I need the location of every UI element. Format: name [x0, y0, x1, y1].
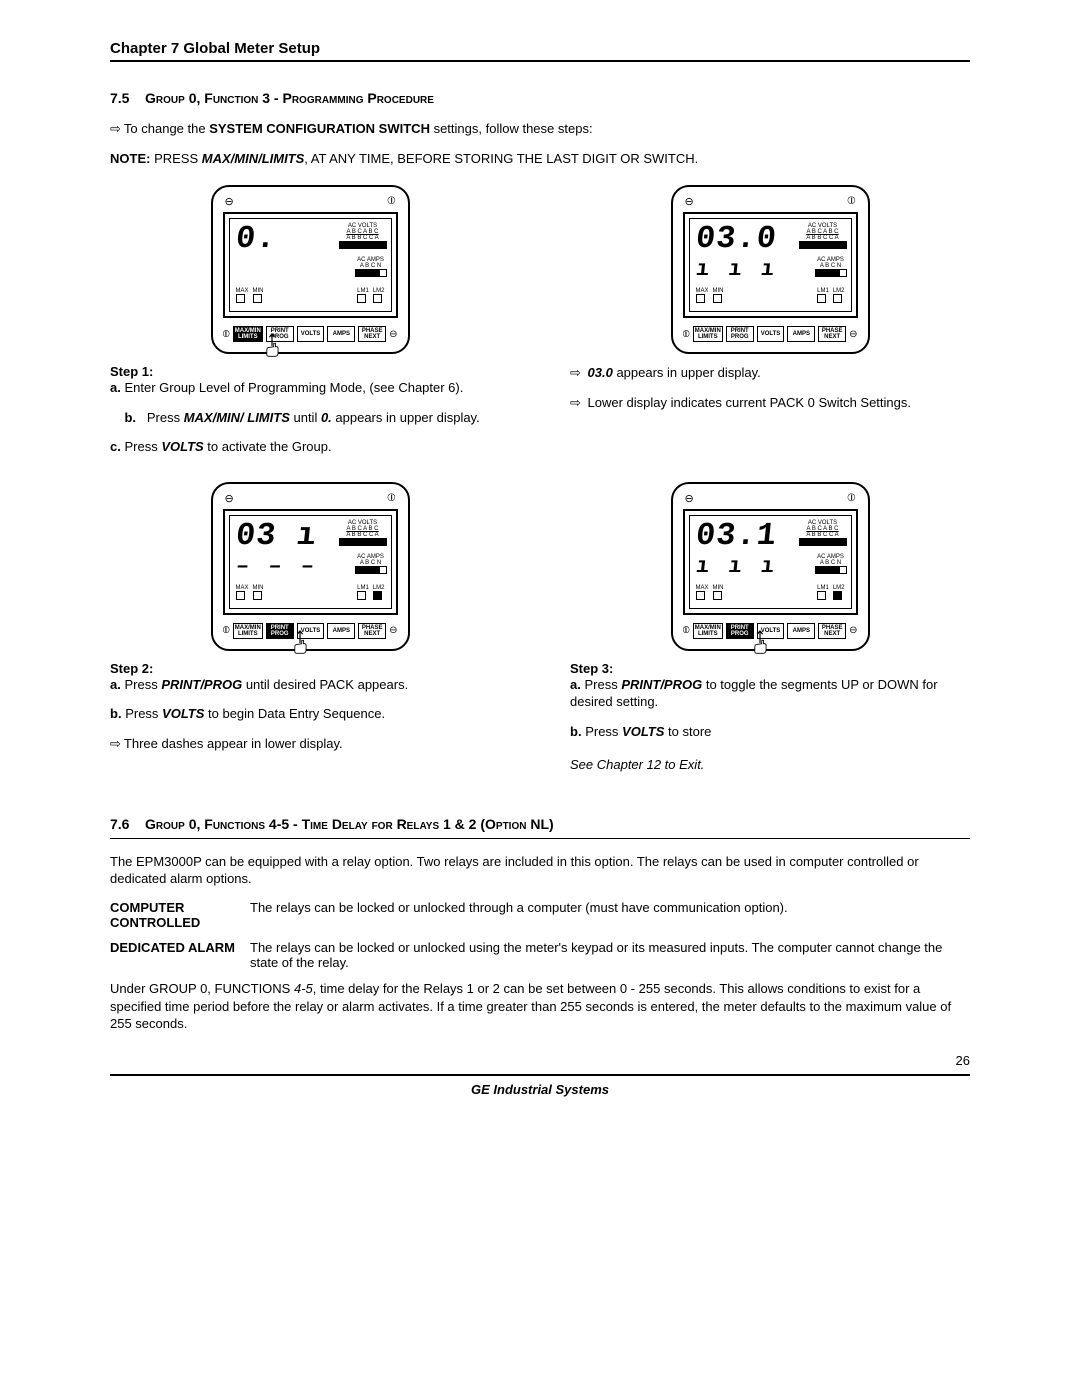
- screw-icon: ⦶: [683, 625, 690, 636]
- screw-icon: ⊖: [389, 329, 397, 340]
- screw-icon: ⦶: [388, 195, 396, 208]
- note-line: NOTE: PRESS MAX/MIN/LIMITS, AT ANY TIME,…: [110, 150, 970, 168]
- screw-icon: ⊖: [225, 195, 234, 208]
- print-prog-button[interactable]: PRINTPROG: [266, 623, 294, 639]
- step2-label: Step 2:: [110, 661, 510, 676]
- print-prog-button[interactable]: PRINTPROG: [726, 326, 754, 342]
- upper-display: 03.1: [694, 520, 778, 552]
- screw-icon: ⊖: [849, 329, 857, 340]
- amps-button[interactable]: AMPS: [787, 623, 815, 639]
- meter-mid-right: ⊖⦶ 03.1 AC VOLTS A B C A B C A B B C C A…: [570, 482, 970, 651]
- screw-icon: ⊖: [849, 625, 857, 636]
- amps-button[interactable]: AMPS: [787, 326, 815, 342]
- arrow-icon: [570, 395, 584, 410]
- print-prog-button[interactable]: PRINTPROG: [726, 623, 754, 639]
- screw-icon: ⦶: [223, 329, 230, 340]
- phase-next-button[interactable]: PHASENEXT: [358, 623, 386, 639]
- maxmin-limits-button[interactable]: MAX/MINLIMITS: [693, 326, 723, 342]
- lower-display: [234, 257, 236, 279]
- step1-label: Step 1:: [110, 364, 510, 379]
- screw-icon: ⦶: [848, 195, 856, 208]
- step1-b: b. Press MAX/MIN/ LIMITS until 0. appear…: [128, 409, 510, 427]
- screw-icon: ⊖: [685, 492, 694, 505]
- volts-button[interactable]: VOLTS: [757, 326, 785, 342]
- maxmin-limits-button[interactable]: MAX/MINLIMITS: [233, 326, 263, 342]
- step2-c: Three dashes appear in lower display.: [110, 735, 510, 753]
- step3-b: b. Press VOLTS to store: [570, 723, 970, 741]
- page-number: 26: [110, 1053, 970, 1068]
- def-dedicated-alarm: DEDICATED ALARM The relays can be locked…: [110, 940, 970, 970]
- arrow-icon: [570, 365, 584, 380]
- screw-icon: ⦶: [388, 492, 396, 505]
- meter-mid-left: ⊖⦶ 03 ı AC VOLTS A B C A B C A B B C C A…: [110, 482, 510, 651]
- phase-next-button[interactable]: PHASENEXT: [818, 623, 846, 639]
- lower-display: ı ı ı: [694, 257, 778, 282]
- meter-top-right: ⊖⦶ 03.0 AC VOLTS A B C A B C A B B C C A…: [570, 185, 970, 354]
- phase-next-button[interactable]: PHASENEXT: [818, 326, 846, 342]
- chapter-header: Chapter 7 Global Meter Setup: [110, 40, 970, 62]
- lower-display: – – –: [234, 554, 318, 579]
- section-num: 7.5: [110, 90, 129, 106]
- section-title-text: Group 0, Function 3 - Programming Proced…: [145, 90, 434, 106]
- step1-c: c. Press VOLTS to activate the Group.: [110, 438, 510, 456]
- upper-display: 03 ı: [234, 520, 318, 552]
- step2-b: b. Press VOLTS to begin Data Entry Seque…: [110, 705, 510, 723]
- step1r-l2: Lower display indicates current PACK 0 S…: [570, 394, 970, 412]
- screw-icon: ⦶: [848, 492, 856, 505]
- screw-icon: ⦶: [223, 625, 230, 636]
- volts-button[interactable]: VOLTS: [297, 326, 325, 342]
- meter-top-left: ⊖⦶ 0. AC VOLTS A B C A B C A B B C C A A…: [110, 185, 510, 354]
- arrow-icon: [110, 121, 124, 136]
- step1r-l1: 03.0 appears in upper display.: [570, 364, 970, 382]
- upper-display: 0.: [234, 223, 278, 255]
- step2-a: a. Press PRINT/PROG until desired PACK a…: [110, 676, 510, 694]
- footer: GE Industrial Systems: [110, 1074, 970, 1097]
- lower-display: ı ı ı: [694, 554, 778, 579]
- amps-button[interactable]: AMPS: [327, 623, 355, 639]
- def-computer-controlled: COMPUTER CONTROLLED The relays can be lo…: [110, 900, 970, 930]
- step3-a: a. Press PRINT/PROG to toggle the segmen…: [570, 676, 970, 711]
- phase-next-button[interactable]: PHASENEXT: [358, 326, 386, 342]
- section-7-6-title: 7.6 Group 0, Functions 4-5 - Time Delay …: [110, 816, 970, 839]
- maxmin-limits-button[interactable]: MAX/MINLIMITS: [233, 623, 263, 639]
- sec76-p2: Under GROUP 0, FUNCTIONS 4-5, time delay…: [110, 980, 970, 1033]
- sec76-p1: The EPM3000P can be equipped with a rela…: [110, 853, 970, 888]
- intro-line: To change the SYSTEM CONFIGURATION SWITC…: [110, 120, 970, 138]
- step1-a: a. Enter Group Level of Programming Mode…: [110, 379, 510, 397]
- screw-icon: ⊖: [685, 195, 694, 208]
- amps-button[interactable]: AMPS: [327, 326, 355, 342]
- screw-icon: ⊖: [225, 492, 234, 505]
- arrow-icon: [110, 736, 124, 751]
- upper-display: 03.0: [694, 223, 778, 255]
- step3-label: Step 3:: [570, 661, 970, 676]
- screw-icon: ⦶: [683, 329, 690, 340]
- section-7-5-title: 7.5 Group 0, Function 3 - Programming Pr…: [110, 90, 970, 106]
- exit-note: See Chapter 12 to Exit.: [570, 756, 970, 774]
- screw-icon: ⊖: [389, 625, 397, 636]
- maxmin-limits-button[interactable]: MAX/MINLIMITS: [693, 623, 723, 639]
